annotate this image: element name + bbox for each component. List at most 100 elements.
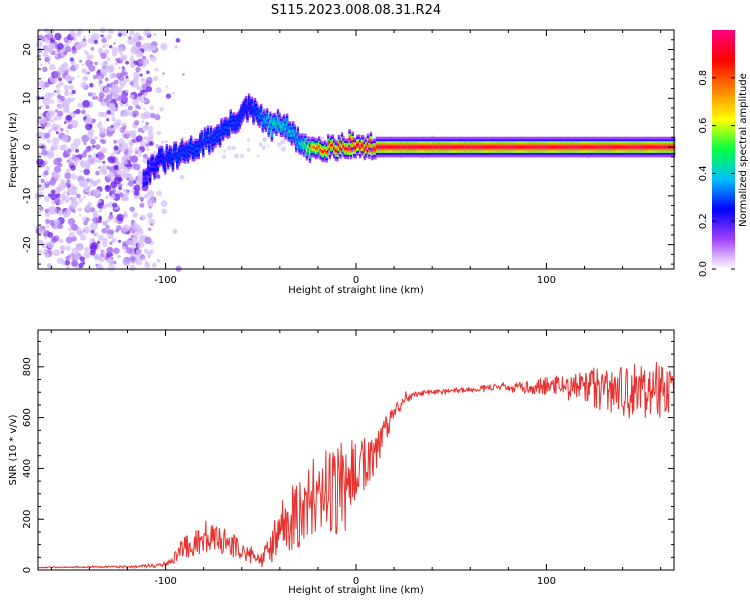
heatmap-ridge-cell <box>438 145 441 149</box>
heatmap-noise-cell <box>63 84 70 91</box>
heatmap-ridge-cell <box>380 145 383 149</box>
heatmap-ridge-cell <box>264 120 267 124</box>
heatmap-ridge-cell <box>459 145 462 149</box>
heatmap-ridge-cell <box>343 147 347 150</box>
heatmap-noise-cell <box>36 41 43 48</box>
heatmap-noise-cell <box>148 227 152 231</box>
heatmap-ridge-cell <box>426 145 429 149</box>
heatmap-noise-cell <box>65 245 71 251</box>
heatmap-ridge-cell <box>650 145 653 149</box>
heatmap-noise-cell <box>102 204 107 210</box>
heatmap-noise-cell <box>69 57 75 62</box>
heatmap-noise-cell <box>222 154 227 159</box>
heatmap-noise-cell <box>71 153 75 157</box>
heatmap-ridge-cell <box>505 145 508 149</box>
heatmap-noise-cell <box>83 76 89 81</box>
heatmap-noise-cell <box>160 200 168 208</box>
heatmap-ridge-cell <box>634 145 638 149</box>
heatmap-ridge-cell <box>410 145 414 149</box>
heatmap-noise-cell <box>53 71 61 79</box>
heatmap-ridge-cell <box>244 104 248 108</box>
heatmap-noise-cell <box>71 261 78 267</box>
heatmap-noise-cell <box>37 152 43 158</box>
heatmap-noise-cell <box>45 105 50 110</box>
heatmap-noise-cell <box>182 73 185 76</box>
heatmap-noise-cell <box>111 92 119 100</box>
heatmap-noise-cell <box>49 210 54 215</box>
heatmap-noise-cell <box>57 110 64 117</box>
heatmap-noise-cell <box>64 106 70 111</box>
heatmap-noise-cell <box>54 53 59 58</box>
heatmap-noise-cell <box>75 145 79 148</box>
heatmap-noise-cell <box>76 193 81 199</box>
heatmap-ridge-cell <box>490 145 493 149</box>
heatmap-noise-cell <box>150 223 154 226</box>
heatmap-noise-cell <box>154 114 161 121</box>
heatmap-ridge-cell <box>427 145 430 149</box>
heatmap-ridge-cell <box>322 150 325 154</box>
heatmap-ridge-cell <box>628 145 632 149</box>
heatmap-noise-cell <box>61 135 69 143</box>
heatmap-ridge-cell <box>496 145 499 149</box>
heatmap-noise-cell <box>110 111 115 117</box>
heatmap-noise-cell <box>147 255 151 259</box>
heatmap-noise-cell <box>64 200 68 204</box>
heatmap-noise-cell <box>146 145 149 148</box>
heatmap-ridge-cell <box>313 146 316 149</box>
heatmap-noise-cell <box>50 189 56 195</box>
heatmap-ridge-cell <box>480 145 484 149</box>
heatmap-noise-cell <box>121 30 128 37</box>
heatmap-ridge-cell <box>293 133 296 137</box>
heatmap-ridge-cell <box>596 145 600 149</box>
heatmap-ridge-cell <box>331 143 334 147</box>
heatmap-noise-cell <box>135 248 142 256</box>
heatmap-noise-cell <box>50 99 55 104</box>
heatmap-ridge-cell <box>298 141 301 145</box>
heatmap-noise-cell <box>83 251 91 259</box>
heatmap-noise-cell <box>113 247 120 255</box>
heatmap-ridge-cell <box>220 126 223 130</box>
heatmap-noise-cell <box>120 71 126 76</box>
heatmap-noise-cell <box>149 249 154 254</box>
heatmap-noise-cell <box>95 170 100 176</box>
heatmap-noise-cell <box>125 60 129 65</box>
snr-ylabel: SNR (10 * v/v) <box>8 414 19 485</box>
heatmap-ridge-cell <box>359 146 362 150</box>
heatmap-noise-cell <box>63 191 66 194</box>
heatmap-noise-cell <box>147 125 154 132</box>
heatmap-noise-cell <box>47 232 54 238</box>
heatmap-ridge-cell <box>206 134 210 138</box>
heatmap-ridge-cell <box>296 135 299 139</box>
heatmap-ridge-cell <box>235 121 239 125</box>
heatmap-ridge-cell <box>462 145 465 149</box>
heatmap-noise-cell <box>44 195 51 202</box>
heatmap-noise-cell <box>70 255 73 258</box>
heatmap-noise-cell <box>98 208 103 213</box>
heatmap-ridge-cell <box>255 110 258 114</box>
heatmap-noise-cell <box>142 58 150 66</box>
heatmap-noise-cell <box>139 202 145 208</box>
heatmap-noise-cell <box>97 240 101 244</box>
heatmap-ridge-cell <box>229 118 232 121</box>
heatmap-ridge-cell <box>640 145 644 149</box>
heatmap-ridge-cell <box>605 145 609 149</box>
heatmap-noise-cell <box>113 260 117 265</box>
heatmap-ridge-cell <box>159 154 162 158</box>
heatmap-ridge-cell <box>499 145 502 149</box>
heatmap-noise-cell <box>54 197 61 204</box>
heatmap-ridge-cell <box>328 147 331 151</box>
heatmap-noise-cell <box>320 136 324 140</box>
heatmap-noise-cell <box>77 75 80 78</box>
heatmap-noise-cell <box>113 139 118 144</box>
heatmap-noise-cell <box>88 184 92 188</box>
heatmap-noise-cell <box>104 77 109 82</box>
heatmap-noise-cell <box>78 244 84 251</box>
heatmap-ridge-cell <box>470 145 473 149</box>
heatmap-noise-cell <box>60 250 64 254</box>
heatmap-ytick-label: -10 <box>22 188 33 204</box>
heatmap-ridge-cell <box>212 137 216 140</box>
heatmap-ridge-cell <box>199 141 202 145</box>
heatmap-ridge-cell <box>182 151 185 154</box>
heatmap-noise-cell <box>60 179 65 184</box>
heatmap-noise-cell <box>124 190 130 196</box>
